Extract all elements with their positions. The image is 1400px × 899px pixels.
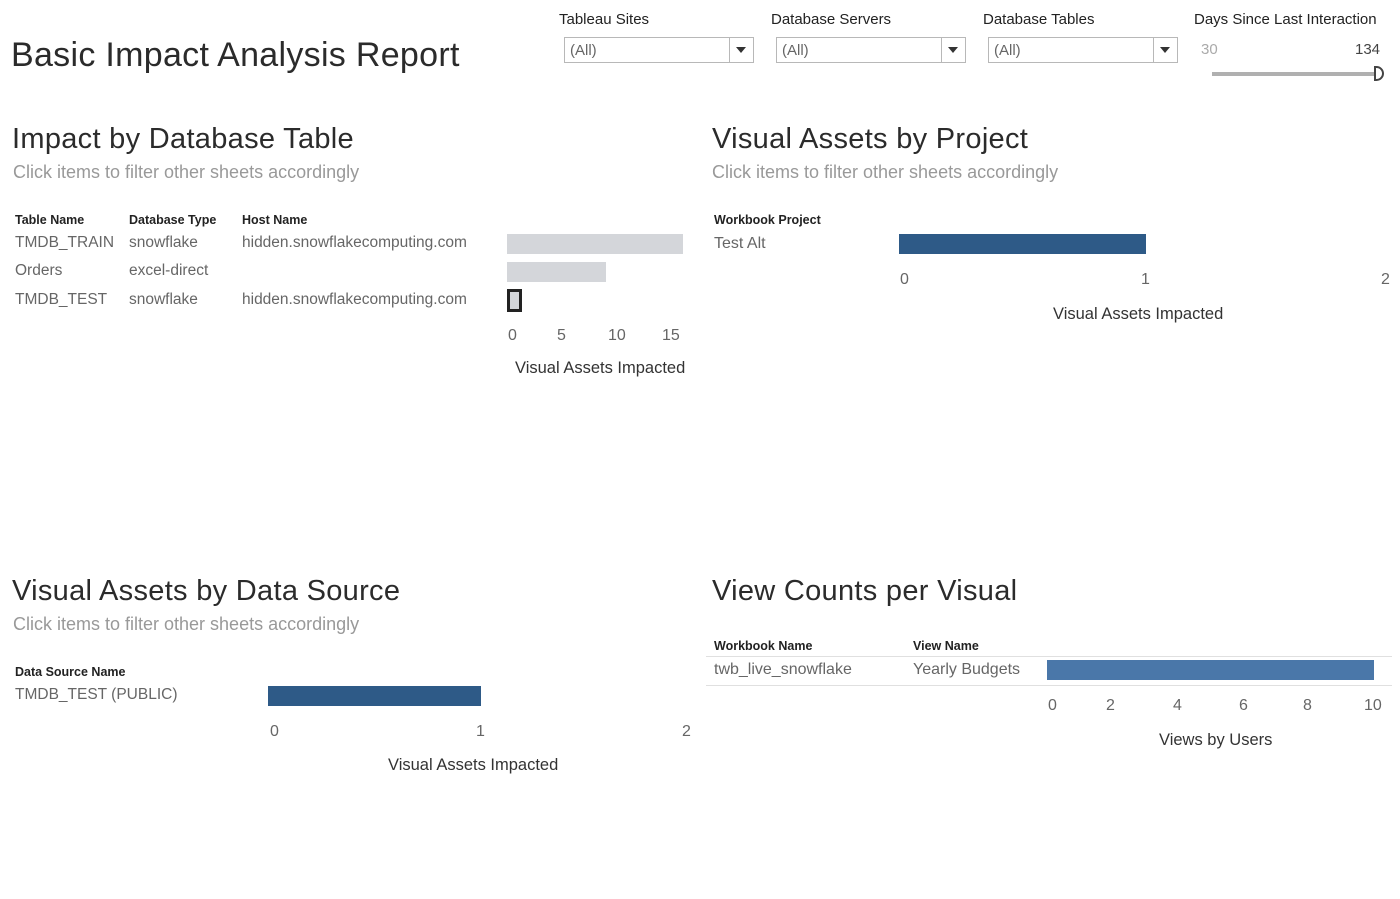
tableau-sites-dropdown[interactable]: (All)	[564, 37, 754, 63]
chevron-down-icon[interactable]	[941, 38, 965, 62]
database-tables-value: (All)	[994, 42, 1021, 59]
col-header-host-name: Host Name	[242, 213, 308, 227]
col-header-view-name: View Name	[913, 639, 979, 653]
viewcounts-row-workbook[interactable]: twb_live_snowflake	[714, 661, 852, 678]
days-since-label: Days Since Last Interaction	[1194, 11, 1377, 28]
datasource-subtitle: Click items to filter other sheets accor…	[13, 614, 360, 634]
project-tick-0: 0	[900, 271, 909, 288]
impact-table-title: Impact by Database Table	[12, 123, 354, 155]
impact-tick-15: 15	[662, 327, 680, 344]
table-row-type[interactable]: excel-direct	[129, 262, 209, 279]
table-row-name[interactable]: Orders	[15, 262, 63, 279]
viewcounts-axis-title: Views by Users	[1159, 731, 1273, 749]
days-slider-track[interactable]	[1212, 72, 1380, 76]
table-row-host[interactable]: hidden.snowflakecomputing.com	[242, 291, 467, 308]
viewcounts-title: View Counts per Visual	[712, 575, 1018, 607]
viewcounts-row[interactable]	[706, 656, 1392, 686]
viewcounts-row-view[interactable]: Yearly Budgets	[913, 661, 1021, 678]
datasource-tick-1: 1	[476, 723, 485, 740]
viewcounts-tick-8: 8	[1303, 697, 1312, 714]
days-slider-max: 134	[1355, 41, 1381, 58]
project-axis-title: Visual Assets Impacted	[1053, 305, 1224, 323]
impact-table-subtitle: Click items to filter other sheets accor…	[13, 162, 360, 182]
database-servers-label: Database Servers	[771, 11, 892, 28]
impact-bar[interactable]	[507, 262, 606, 282]
viewcounts-tick-4: 4	[1173, 697, 1182, 714]
table-row-name[interactable]: TMDB_TEST	[15, 291, 108, 308]
database-tables-dropdown[interactable]: (All)	[988, 37, 1178, 63]
project-bar[interactable]	[899, 234, 1146, 254]
datasource-row-label[interactable]: TMDB_TEST (PUBLIC)	[15, 686, 178, 703]
impact-axis-title: Visual Assets Impacted	[515, 359, 686, 377]
datasource-title: Visual Assets by Data Source	[12, 575, 401, 607]
table-row-type[interactable]: snowflake	[129, 234, 198, 251]
page-title: Basic Impact Analysis Report	[11, 36, 460, 74]
impact-bar[interactable]	[507, 234, 683, 254]
viewcounts-bar[interactable]	[1047, 660, 1374, 680]
impact-tick-0: 0	[508, 327, 517, 344]
viewcounts-tick-2: 2	[1106, 697, 1115, 714]
database-servers-value: (All)	[782, 42, 809, 59]
tableau-sites-value: (All)	[570, 42, 597, 59]
table-row-type[interactable]: snowflake	[129, 291, 198, 308]
project-title: Visual Assets by Project	[712, 123, 1029, 155]
viewcounts-tick-10: 10	[1364, 697, 1382, 714]
project-tick-2: 2	[1381, 271, 1390, 288]
database-servers-dropdown[interactable]: (All)	[776, 37, 966, 63]
datasource-tick-2: 2	[682, 723, 691, 740]
viewcounts-tick-6: 6	[1239, 697, 1248, 714]
chevron-down-icon[interactable]	[1153, 38, 1177, 62]
datasource-tick-0: 0	[270, 723, 279, 740]
table-row-name[interactable]: TMDB_TRAIN	[15, 234, 115, 251]
impact-bar-highlighted[interactable]	[507, 289, 522, 312]
col-header-database-type: Database Type	[129, 213, 217, 227]
col-header-data-source-name: Data Source Name	[15, 665, 126, 679]
tableau-sites-label: Tableau Sites	[559, 11, 650, 28]
impact-tick-5: 5	[557, 327, 566, 344]
table-row-host[interactable]: hidden.snowflakecomputing.com	[242, 234, 467, 251]
col-header-workbook-project: Workbook Project	[714, 213, 821, 227]
datasource-bar[interactable]	[268, 686, 481, 706]
database-tables-label: Database Tables	[983, 11, 1095, 28]
impact-tick-10: 10	[608, 327, 626, 344]
project-subtitle: Click items to filter other sheets accor…	[712, 162, 1059, 182]
col-header-workbook-name: Workbook Name	[714, 639, 813, 653]
project-tick-1: 1	[1141, 271, 1150, 288]
chevron-down-icon[interactable]	[729, 38, 753, 62]
datasource-axis-title: Visual Assets Impacted	[388, 756, 559, 774]
days-slider-handle[interactable]	[1374, 66, 1384, 81]
project-row-label[interactable]: Test Alt	[714, 235, 766, 252]
days-slider-min: 30	[1201, 41, 1218, 58]
col-header-table-name: Table Name	[15, 213, 85, 227]
viewcounts-tick-0: 0	[1048, 697, 1057, 714]
